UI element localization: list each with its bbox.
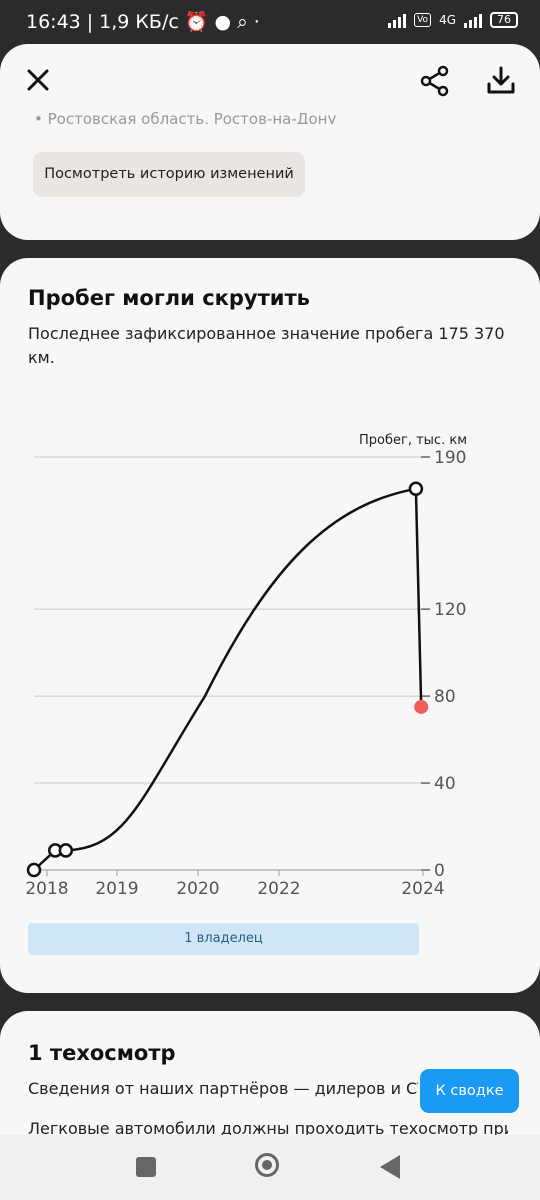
nav-bar [0, 1135, 540, 1200]
close-icon[interactable] [22, 64, 54, 96]
inspection-line2: Легковые автомобили должны проходить тех… [28, 1119, 508, 1138]
status-right: Vo 4G 76 [388, 12, 518, 28]
summary-button[interactable]: К сводке [420, 1069, 519, 1113]
signal-icon [388, 12, 407, 28]
mileage-card: Пробег могли скрутить Последнее зафиксир… [0, 258, 540, 993]
inspection-line1: Сведения от наших партнёров — дилеров и … [28, 1079, 418, 1098]
y-axis-label: Пробег, тыс. км [359, 433, 467, 448]
x-tick-label: 2019 [95, 879, 138, 899]
home-icon[interactable] [255, 1153, 279, 1177]
recent-apps-icon[interactable] [136, 1157, 156, 1177]
status-speed: 1,9 КБ/с [99, 10, 179, 33]
mileage-title: Пробег могли скрутить [28, 286, 310, 310]
mileage-chart: 0 40 80 120 190 2018 2019 2020 2022 2024 Пробег, т… [25, 433, 467, 899]
data-point [408, 481, 424, 497]
data-point [58, 843, 74, 858]
dot-icon: · [253, 10, 260, 33]
x-tick-label: 2024 [401, 879, 444, 899]
status-time: 16:43 [26, 10, 81, 33]
back-icon[interactable] [380, 1155, 400, 1179]
y-tick-label: 120 [434, 600, 466, 620]
x-tick-label: 2020 [176, 879, 219, 899]
alarm-icon: ⏰ [184, 11, 209, 33]
status-bar: 16:43 | 1,9 КБ/с ⏰ ● ⌕ · Vo 4G 76 [0, 0, 540, 44]
x-tick-label: 2018 [25, 879, 68, 899]
region-text: • Ростовская область, Ростов-на-Дону [34, 110, 337, 124]
status-left: 16:43 | 1,9 КБ/с ⏰ ● ⌕ · [26, 10, 260, 34]
y-tick-label: 40 [434, 774, 456, 794]
network-type: 4G [439, 13, 456, 27]
status-separator: | [86, 10, 94, 33]
history-button[interactable]: Посмотреть историю изменений [33, 152, 305, 197]
signal-2-icon [464, 12, 482, 28]
battery-icon: 76 [490, 12, 518, 28]
data-point [26, 862, 42, 878]
mileage-line [33, 487, 423, 871]
y-tick-label: 0 [434, 861, 445, 881]
app-icon: ● [214, 10, 232, 33]
download-icon[interactable] [484, 64, 518, 98]
suspicious-point [414, 699, 429, 714]
mileage-description: Последнее зафиксированное значение пробе… [28, 324, 505, 367]
search-status-icon: ⌕ [237, 10, 248, 33]
inspection-title: 1 техосмотр [28, 1041, 176, 1065]
x-tick-label: 2022 [257, 879, 300, 899]
y-tick-label: 80 [434, 687, 456, 707]
share-icon[interactable] [418, 64, 452, 98]
volte-icon: Vo [414, 13, 432, 27]
header-card: • Ростовская область, Ростов-на-Дону Пос… [0, 44, 540, 240]
owner-bar: 1 владелец [28, 923, 419, 955]
y-tick-label: 190 [434, 448, 466, 468]
